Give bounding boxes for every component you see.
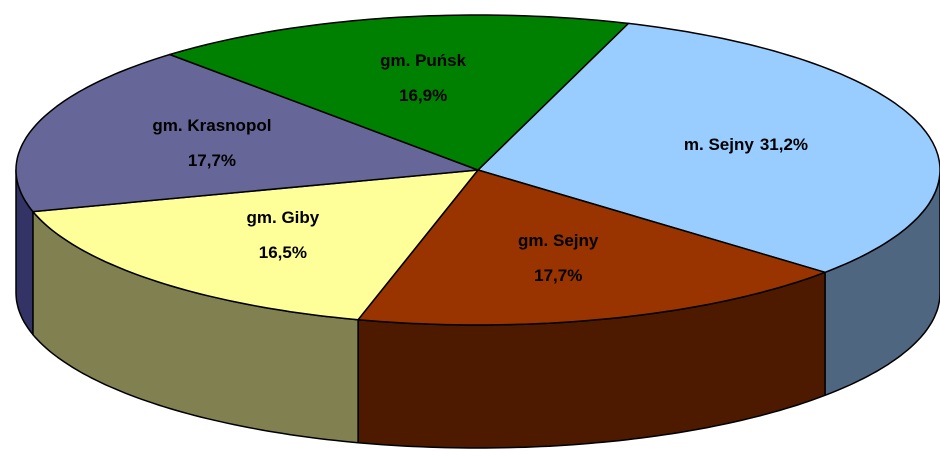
- category-label: gm. Puńsk: [380, 51, 467, 70]
- value-label: 17,7%: [188, 151, 236, 170]
- slice-label: gm. Sejny 17,7%: [518, 232, 599, 286]
- slice-label: gm. Puńsk 16,9%: [380, 51, 467, 105]
- slice: [477, 22, 940, 274]
- slice: [15, 53, 479, 213]
- category-label: gm. Krasnopol: [152, 116, 271, 135]
- value-label: 17,7%: [534, 267, 582, 286]
- category-label: m. Sejny: [684, 136, 754, 155]
- slice-label: gm. Krasnopol 17,7%: [152, 116, 271, 170]
- category-label: gm. Giby: [247, 209, 320, 228]
- slice-label: gm. Giby 16,5%: [247, 209, 320, 263]
- slice: [169, 14, 630, 171]
- slice: [357, 169, 826, 326]
- value-label: 31,2%: [760, 136, 808, 155]
- slice-label: m. Sejny 31,2%: [684, 136, 808, 155]
- category-label: gm. Sejny: [518, 232, 599, 251]
- value-label: 16,5%: [259, 244, 307, 263]
- value-label: 16,9%: [399, 86, 447, 105]
- slice: [32, 169, 479, 321]
